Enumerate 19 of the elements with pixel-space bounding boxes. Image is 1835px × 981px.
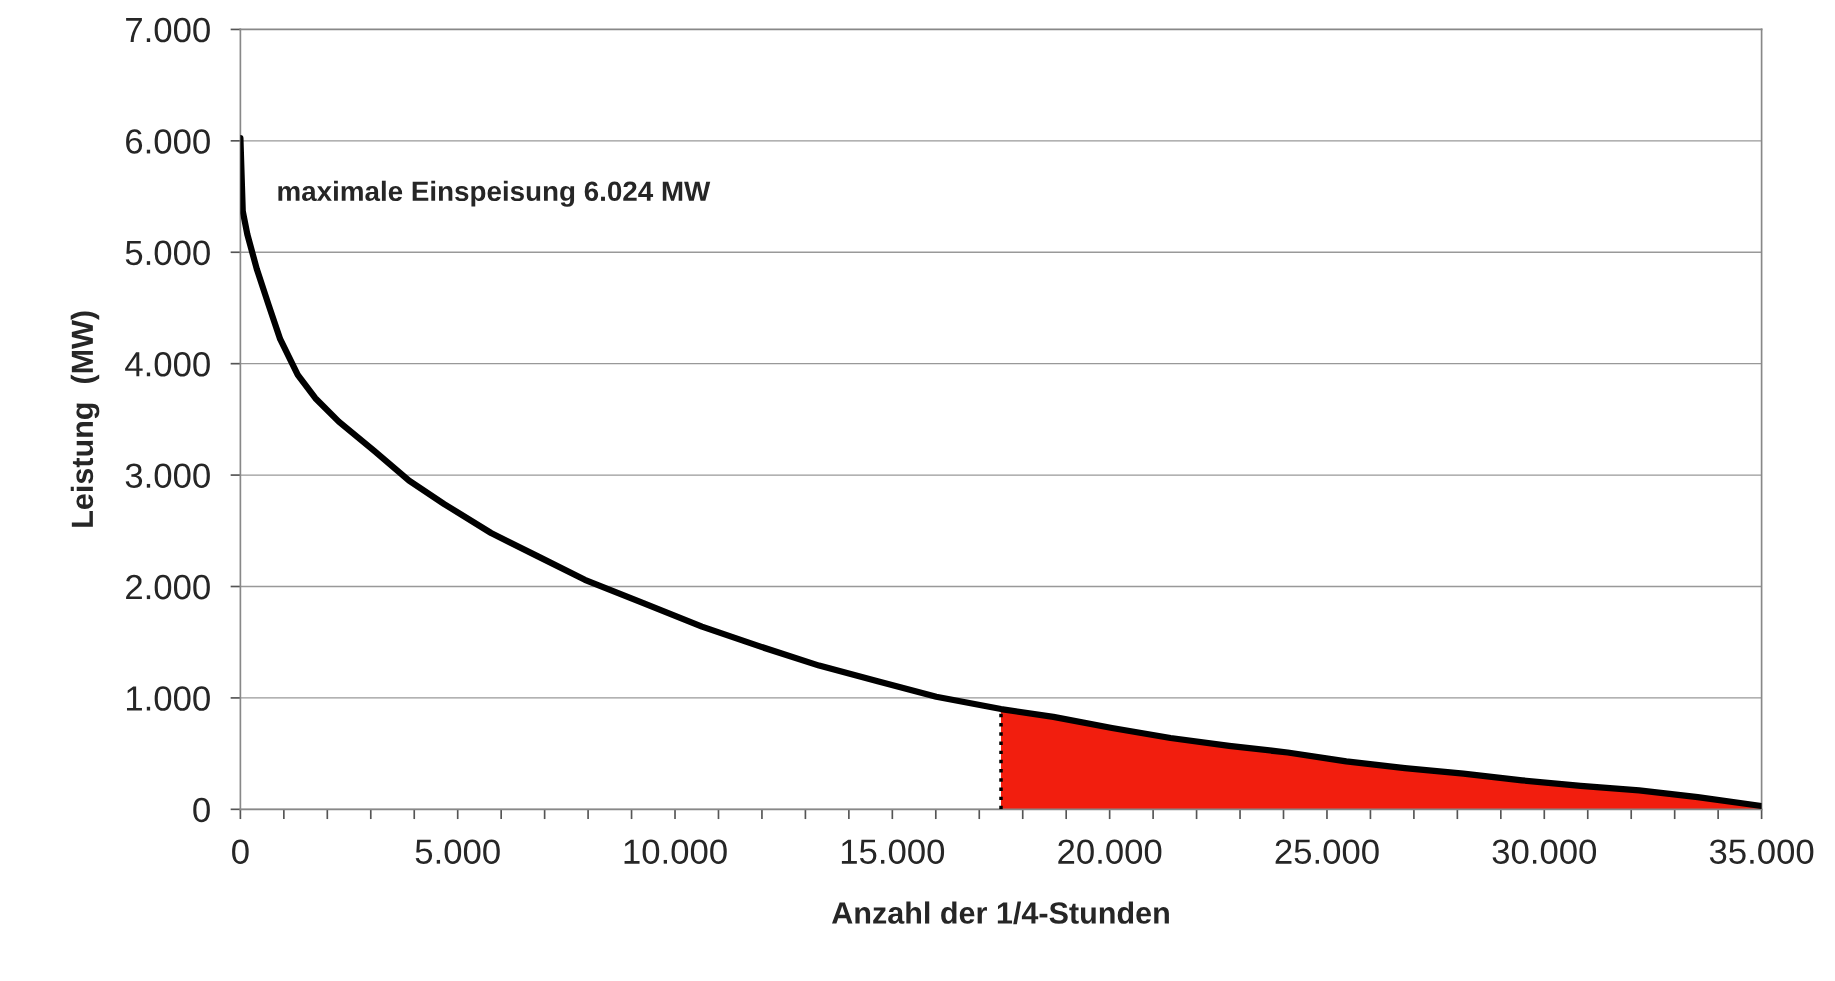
y-tick-label: 2.000 — [126, 574, 210, 600]
y-tick-label: 7.000 — [126, 17, 210, 43]
y-tick-label: 5.000 — [125, 240, 210, 266]
y-tick-label: 3.000 — [125, 463, 210, 489]
x-tick-label: 35.000 — [1709, 839, 1814, 864]
y-tick-label: 6.000 — [126, 129, 210, 154]
y-tick-label: 4.000 — [125, 352, 210, 377]
x-tick-label: 5.000 — [415, 839, 500, 864]
y-tick-label: 0 — [193, 797, 210, 823]
x-tick-label: 0 — [232, 839, 249, 864]
x-tick-label: 15.000 — [841, 839, 945, 864]
y-axis-title: Leistung (MW) — [70, 311, 100, 527]
x-tick-label: 10.000 — [624, 839, 727, 864]
y-tick-label: 1.000 — [126, 686, 210, 711]
x-axis-title: Anzahl der 1/4-Stunden — [831, 901, 1169, 925]
annotation: maximale Einspeisung 6.024 MW — [278, 180, 711, 207]
x-tick-label: 20.000 — [1058, 839, 1162, 864]
x-tick-label: 30.000 — [1492, 839, 1597, 864]
x-tick-label: 25.000 — [1275, 839, 1379, 864]
